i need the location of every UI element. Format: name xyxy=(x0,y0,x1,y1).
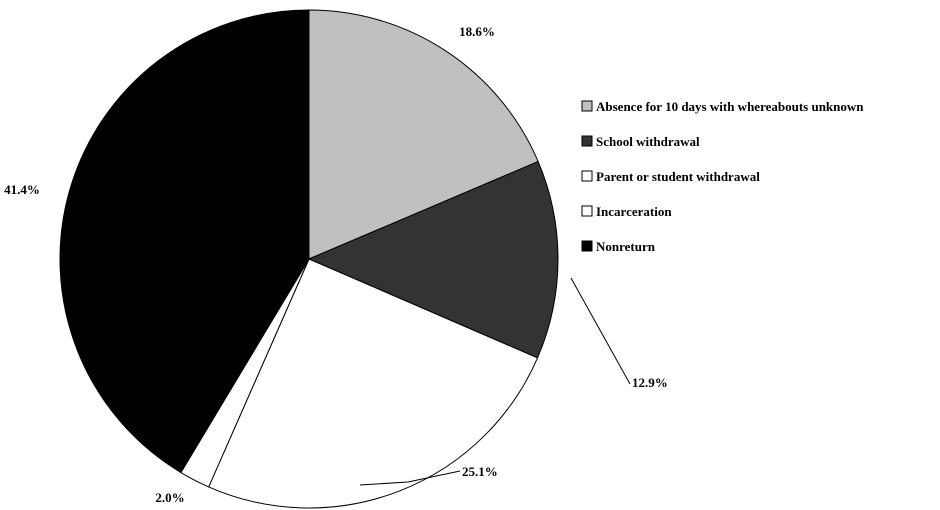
data-label-5: 41.4% xyxy=(4,182,40,197)
legend-swatch-5 xyxy=(581,240,593,252)
legend-label-1: Absence for 10 days with whereabouts unk… xyxy=(596,99,864,114)
legend-swatch-4 xyxy=(581,205,593,217)
legend-swatch-3 xyxy=(581,170,593,182)
data-label-3: 25.1% xyxy=(462,464,498,479)
leader-line-3 xyxy=(359,470,461,486)
data-label-2: 12.9% xyxy=(632,375,668,390)
legend-swatch-2 xyxy=(581,135,593,147)
pie-slice-1 xyxy=(308,9,539,260)
legend-label-5: Nonreturn xyxy=(596,239,656,254)
data-label-4: 2.0% xyxy=(155,490,184,505)
pie-slice-2 xyxy=(307,160,559,359)
data-labels: 18.6% 12.9% 25.1% 2.0% 41.4% xyxy=(4,24,668,505)
legend-label-2: School withdrawal xyxy=(596,134,700,149)
legend-swatch-1 xyxy=(581,100,593,112)
legend: Absence for 10 days with whereabouts unk… xyxy=(581,99,864,254)
data-label-1: 18.6% xyxy=(459,24,495,39)
legend-label-4: Incarceration xyxy=(596,204,672,219)
legend-label-3: Parent or student withdrawal xyxy=(596,169,760,184)
pie-slice-3 xyxy=(208,258,539,509)
pie-slices xyxy=(59,9,559,509)
pie-slice-5 xyxy=(59,9,310,474)
label-leader-lines xyxy=(359,277,631,486)
leader-line-2 xyxy=(570,277,631,385)
